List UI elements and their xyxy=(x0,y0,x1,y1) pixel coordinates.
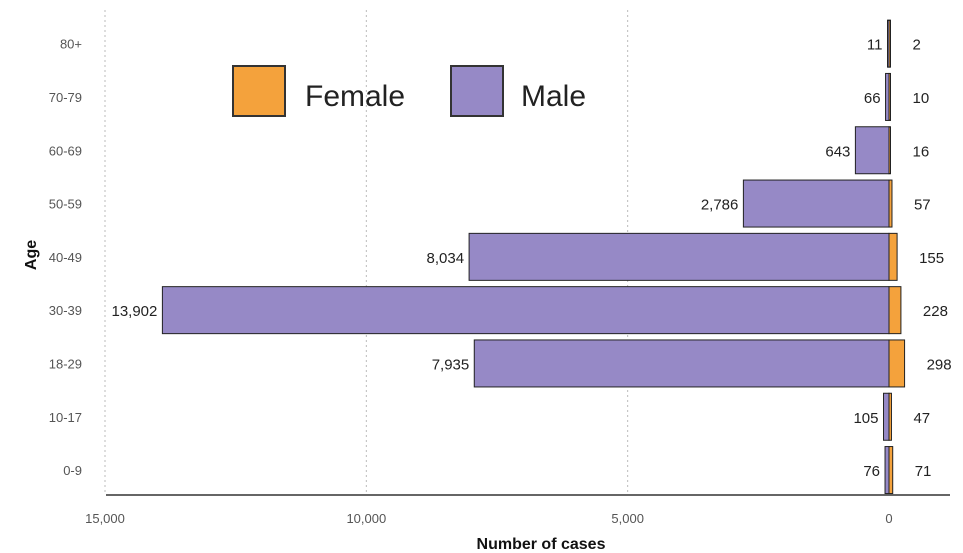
bar-female xyxy=(888,286,902,335)
male-value-label: 11 xyxy=(867,37,883,54)
bar-female xyxy=(888,446,894,495)
bar-male xyxy=(742,179,890,228)
category-labels: 80+ 70-79 60-69 50-59 40-49 30-39 18-29 10-17 0-… xyxy=(49,37,82,478)
bar-male xyxy=(884,446,890,495)
bar-female xyxy=(888,179,893,228)
legend-label-male: Male xyxy=(521,80,586,113)
male-value-label: 8,034 xyxy=(427,250,465,267)
bar-female xyxy=(888,126,891,175)
female-value-label: 298 xyxy=(927,356,952,373)
male-value-label: 66 xyxy=(864,90,881,107)
category-label: 30-39 xyxy=(49,303,82,318)
bar-female xyxy=(888,339,906,388)
male-value-label: 2,786 xyxy=(701,197,739,214)
bar-male xyxy=(161,286,890,335)
female-value-label: 57 xyxy=(914,197,931,214)
male-value-label: 76 xyxy=(863,463,880,480)
legend-swatch-female xyxy=(232,65,286,117)
legend: Female Male xyxy=(232,65,586,117)
category-label: 0-9 xyxy=(63,463,82,478)
male-value-label: 105 xyxy=(853,410,878,427)
value-labels: 11 2 66 10 643 16 2,786 57 8,034 155 13,902 228 7,93… xyxy=(111,37,951,480)
female-value-label: 16 xyxy=(913,143,930,160)
bars xyxy=(161,19,906,495)
bar-female xyxy=(888,392,892,441)
bar-male xyxy=(883,392,890,441)
female-value-label: 71 xyxy=(915,463,932,480)
category-label: 18-29 xyxy=(49,356,82,371)
male-value-label: 7,935 xyxy=(432,356,470,373)
category-label: 40-49 xyxy=(49,250,82,265)
x-tick-label: 5,000 xyxy=(611,511,644,526)
female-value-label: 155 xyxy=(919,250,944,267)
bar-male xyxy=(473,339,890,388)
bar-male xyxy=(854,126,890,175)
x-tick-label: 10,000 xyxy=(346,511,386,526)
x-axis-title: Number of cases xyxy=(477,536,606,553)
bar-male xyxy=(468,232,890,281)
y-axis-title: Age xyxy=(23,240,40,270)
bar-female xyxy=(888,232,898,281)
female-value-label: 2 xyxy=(913,37,921,54)
x-tick-label: 0 xyxy=(885,511,892,526)
category-label: 80+ xyxy=(60,37,82,52)
female-value-label: 10 xyxy=(913,90,930,107)
male-value-label: 13,902 xyxy=(111,303,157,320)
category-label: 10-17 xyxy=(49,410,82,425)
bar-female xyxy=(888,19,891,68)
female-value-label: 47 xyxy=(913,410,930,427)
legend-swatch-male xyxy=(450,65,504,117)
bar-female xyxy=(888,72,891,121)
male-value-label: 643 xyxy=(825,143,850,160)
category-label: 50-59 xyxy=(49,197,82,212)
legend-label-female: Female xyxy=(305,80,405,113)
bar-male xyxy=(885,72,890,121)
x-tick-label: 15,000 xyxy=(85,511,125,526)
x-tick-labels: 15,000 10,000 5,000 0 xyxy=(85,511,893,526)
female-value-label: 228 xyxy=(923,303,948,320)
category-label: 60-69 xyxy=(49,143,82,158)
category-label: 70-79 xyxy=(49,90,82,105)
